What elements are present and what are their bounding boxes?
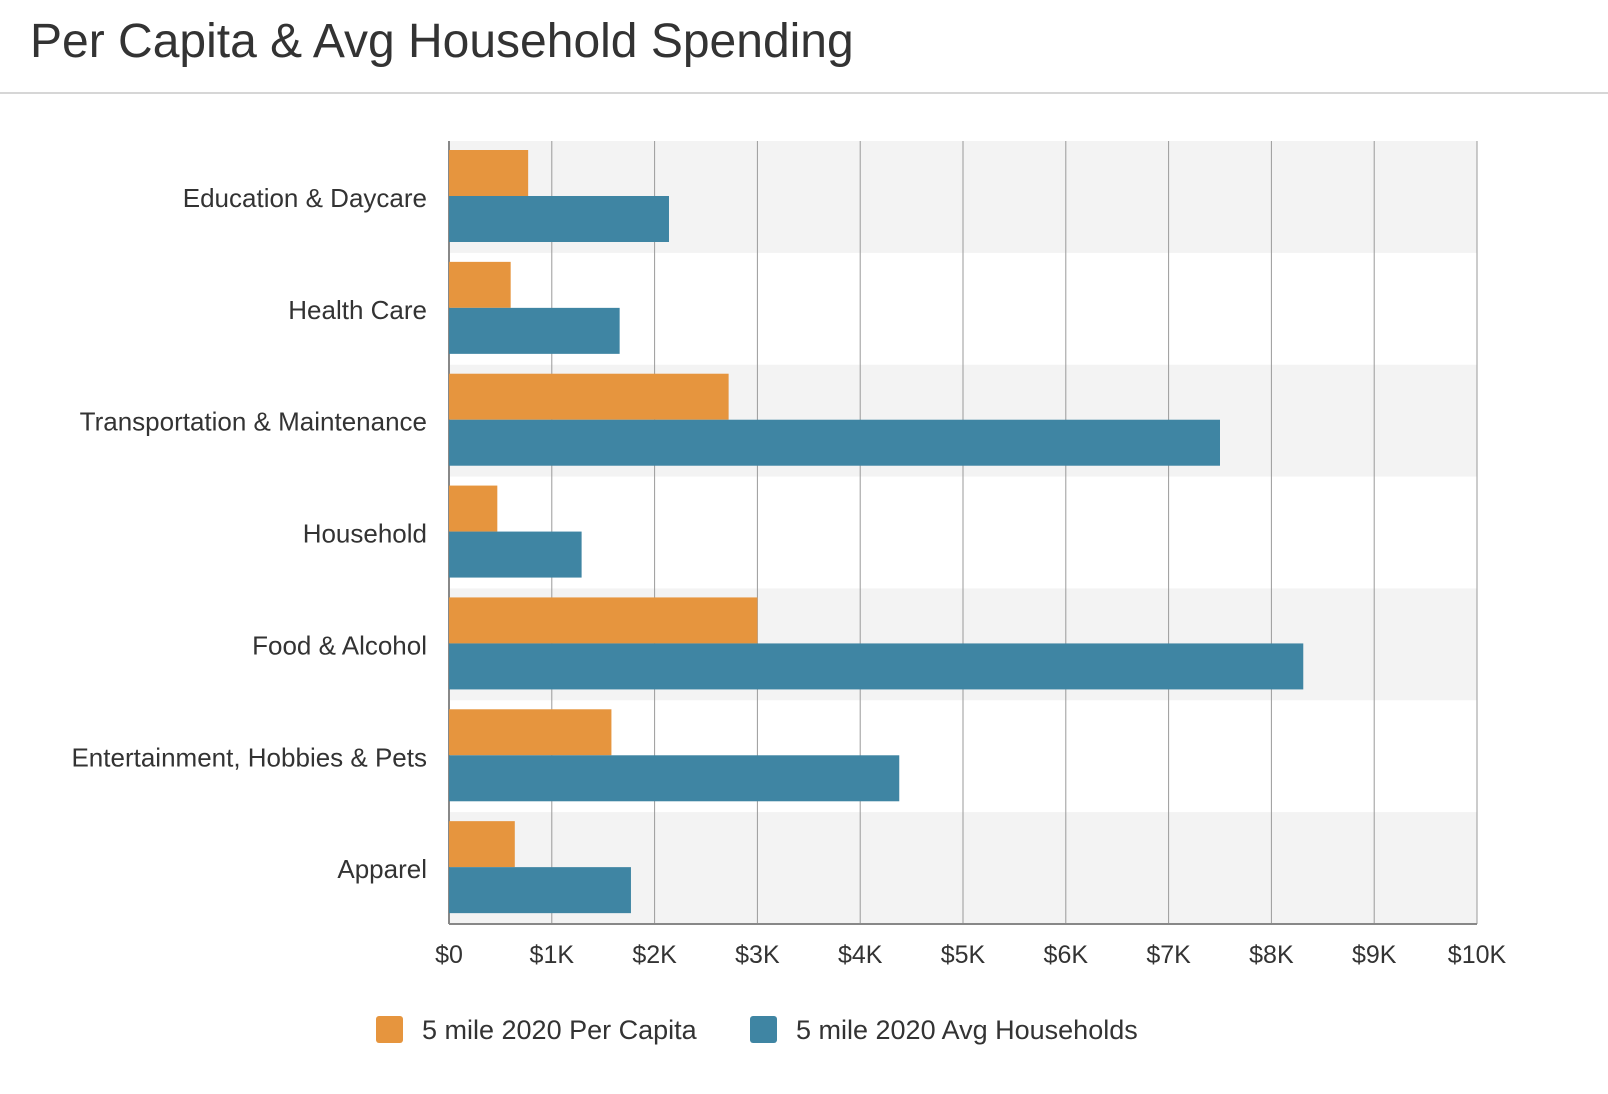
bar-avg-households <box>449 196 669 242</box>
category-label: Apparel <box>337 854 427 884</box>
x-tick-label: $6K <box>1044 941 1089 969</box>
x-tick-label: $5K <box>941 941 986 969</box>
x-tick-label: $1K <box>530 941 575 969</box>
x-tick-label: $3K <box>735 941 780 969</box>
bar-avg-households <box>449 531 582 578</box>
bar-per-capita <box>449 709 612 756</box>
legend-label: 5 mile 2020 Per Capita <box>422 1015 698 1045</box>
bar-per-capita <box>449 261 511 308</box>
bar-avg-households <box>449 643 1304 690</box>
category-label: Entertainment, Hobbies & Pets <box>71 742 427 772</box>
bar-per-capita <box>449 485 498 532</box>
category-label: Transportation & Maintenance <box>80 407 427 437</box>
bar-avg-households <box>449 419 1220 466</box>
x-tick-label: $2K <box>632 941 677 969</box>
bar-per-capita <box>449 150 529 196</box>
bar-per-capita <box>449 373 729 420</box>
x-tick-label: $7K <box>1146 941 1191 969</box>
legend-swatch <box>376 1016 403 1043</box>
x-tick-label: $8K <box>1249 941 1294 969</box>
legend-label: 5 mile 2020 Avg Households <box>796 1015 1138 1045</box>
x-tick-label: $9K <box>1352 941 1397 969</box>
legend-swatch <box>750 1016 777 1043</box>
page-title: Per Capita & Avg Household Spending <box>30 15 854 68</box>
bar-avg-households <box>449 867 631 914</box>
title-divider <box>0 92 1608 94</box>
bar-per-capita <box>449 821 515 868</box>
x-tick-label: $10K <box>1448 941 1507 969</box>
x-tick-label: $0 <box>435 941 463 969</box>
bar-per-capita <box>449 597 758 644</box>
category-label: Household <box>303 519 427 549</box>
category-label: Health Care <box>288 295 427 325</box>
bar-avg-households <box>449 307 620 354</box>
category-label: Food & Alcohol <box>252 630 427 660</box>
x-tick-label: $4K <box>838 941 883 969</box>
bar-avg-households <box>449 755 900 802</box>
category-label: Education & Daycare <box>183 183 427 213</box>
